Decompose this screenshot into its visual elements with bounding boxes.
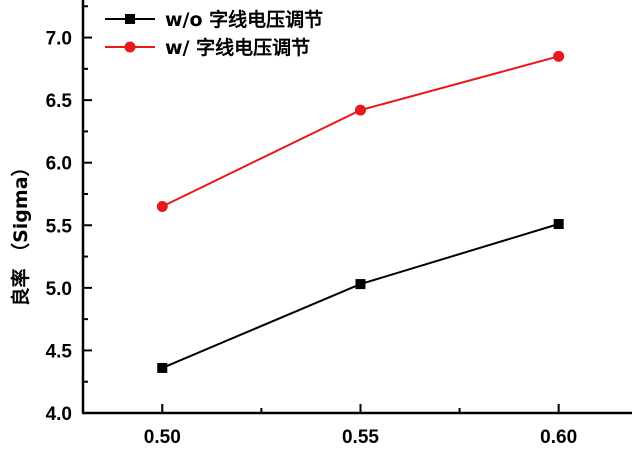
- legend: w/o 字线电压调节 w/ 字线电压调节: [105, 8, 323, 59]
- x-tick-label: 0.55: [342, 427, 379, 448]
- data-point: [553, 50, 565, 62]
- data-point: [354, 104, 366, 116]
- y-tick-label: 4.5: [46, 341, 73, 362]
- data-point: [355, 279, 366, 290]
- axes: 4.0 4.5 5.0 5.5 6.0 6.5 7.0 0.50 0.55 0.60: [46, 0, 632, 448]
- series-1: [156, 50, 565, 212]
- data-point: [553, 219, 564, 230]
- data-point: [125, 14, 135, 24]
- legend-item-1: w/ 字线电压调节: [105, 36, 310, 59]
- y-tick-label: 5.5: [46, 216, 73, 237]
- series-layer: [156, 50, 565, 373]
- x-tick-label: 0.50: [144, 427, 181, 448]
- y-tick-label: 7.0: [46, 29, 72, 50]
- y-axis-label: 良率 （Sigma）: [9, 157, 32, 306]
- y-tick-label: 6.0: [46, 154, 72, 175]
- series-0: [157, 219, 564, 373]
- y-tick-label: 4.0: [46, 404, 72, 425]
- data-point: [156, 201, 168, 212]
- y-tick-label: 6.5: [46, 91, 73, 112]
- data-point: [124, 41, 136, 53]
- y-tick-label: 5.0: [46, 279, 72, 300]
- series-line: [161, 223, 559, 369]
- legend-item-0: w/o 字线电压调节: [105, 8, 323, 31]
- legend-label: w/o 字线电压调节: [165, 8, 323, 31]
- series-line: [161, 55, 559, 208]
- legend-label: w/ 字线电压调节: [165, 36, 310, 59]
- data-point: [157, 362, 168, 373]
- x-tick-label: 0.60: [540, 427, 577, 448]
